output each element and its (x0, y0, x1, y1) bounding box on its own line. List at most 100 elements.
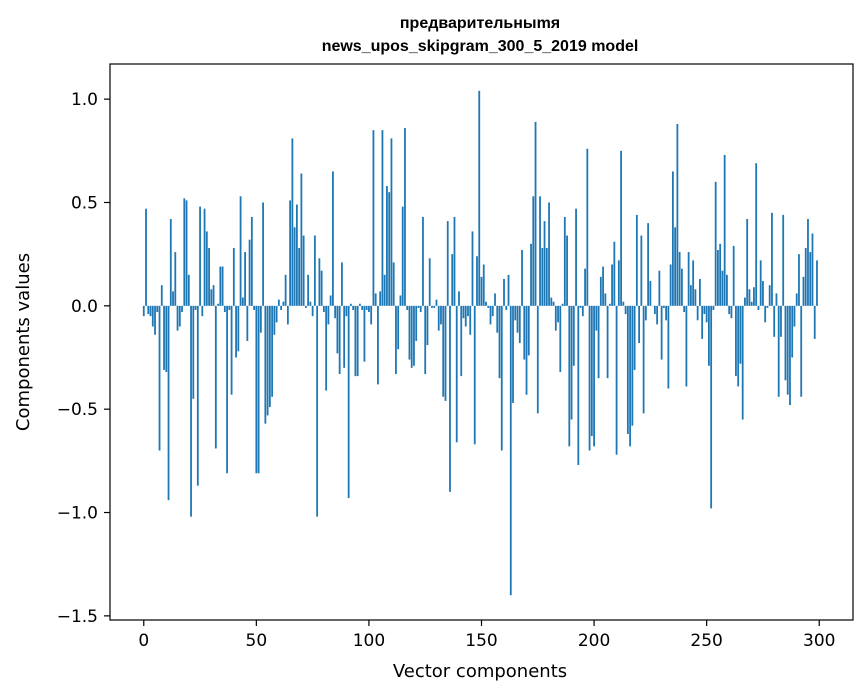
bar (325, 305, 328, 391)
bar (266, 305, 269, 416)
bar (462, 305, 465, 319)
x-tick-label: 300 (803, 631, 835, 651)
bar (284, 274, 287, 306)
bar (489, 305, 492, 325)
bar (518, 305, 521, 344)
x-axis-ticks: 0 50 100 150 200 250 300 (138, 620, 835, 651)
bar (744, 297, 746, 306)
bar (341, 262, 343, 306)
bar (442, 305, 445, 397)
bar (500, 305, 503, 451)
bar (253, 305, 255, 310)
bar (480, 276, 483, 306)
bar (142, 305, 145, 317)
bar (431, 305, 433, 308)
bar (244, 252, 246, 306)
y-tick-label: −1.0 (57, 504, 98, 524)
x-tick-label: 150 (465, 631, 497, 651)
bar (271, 305, 274, 397)
bar (482, 264, 485, 306)
bar (746, 219, 749, 306)
bar (606, 305, 609, 379)
bar (735, 305, 737, 377)
bar (593, 305, 595, 447)
bar (158, 305, 161, 451)
bar (570, 305, 573, 420)
bar (768, 285, 771, 306)
bar (203, 208, 206, 306)
bar (374, 293, 377, 306)
bar (354, 305, 357, 377)
bar (275, 305, 278, 323)
bar (588, 305, 591, 451)
bar (291, 138, 294, 306)
bar (219, 266, 222, 306)
bar (793, 305, 796, 327)
bar (795, 293, 798, 306)
bar (309, 301, 312, 306)
bar (671, 171, 674, 306)
bar (602, 266, 604, 306)
bar (694, 289, 697, 306)
bar (764, 305, 767, 323)
bar (678, 252, 681, 306)
bar (791, 305, 794, 358)
bar (563, 216, 566, 306)
bar (185, 200, 188, 306)
bar (359, 303, 361, 306)
bar (597, 305, 600, 379)
bar (368, 305, 370, 313)
bar (530, 243, 532, 306)
bar (617, 260, 620, 306)
bar (377, 305, 379, 385)
y-axis-ticks: −1.5 −1.0 −0.5 0.0 0.5 1.0 (57, 90, 110, 627)
bar (268, 305, 271, 408)
bar (777, 305, 780, 397)
bar (248, 239, 251, 306)
bar (160, 285, 163, 306)
y-tick-label: −1.5 (57, 607, 98, 627)
bar (476, 256, 478, 306)
bar (223, 305, 226, 313)
bar (498, 305, 501, 379)
bar (701, 305, 704, 339)
bar (775, 293, 778, 306)
bar (165, 305, 168, 372)
bar (699, 278, 701, 306)
bar (676, 123, 679, 306)
bar (196, 305, 199, 486)
bar (665, 305, 668, 321)
bar (723, 154, 726, 306)
bar (622, 301, 625, 306)
bar (415, 305, 418, 341)
bar (798, 254, 800, 306)
bar (721, 270, 724, 306)
bar (228, 305, 231, 310)
bar (156, 305, 159, 313)
bar (417, 305, 420, 308)
bar (683, 305, 686, 313)
bar (503, 278, 505, 306)
bar (525, 305, 528, 395)
bar (379, 291, 382, 306)
bar (653, 305, 656, 315)
bar (753, 287, 755, 306)
bar (813, 305, 816, 339)
bar (345, 305, 348, 317)
bar (523, 305, 526, 360)
bar (199, 206, 201, 306)
bar (669, 264, 672, 306)
bar (660, 305, 663, 360)
bar (395, 305, 397, 375)
bar (404, 128, 406, 306)
bar (750, 301, 753, 306)
bar (541, 247, 544, 306)
bar (316, 305, 319, 517)
bar (289, 200, 292, 306)
bar (241, 297, 244, 306)
bar (460, 305, 463, 377)
y-tick-label: 0.0 (71, 297, 98, 317)
bar (804, 247, 807, 306)
bar (469, 305, 472, 335)
bar (548, 202, 550, 306)
